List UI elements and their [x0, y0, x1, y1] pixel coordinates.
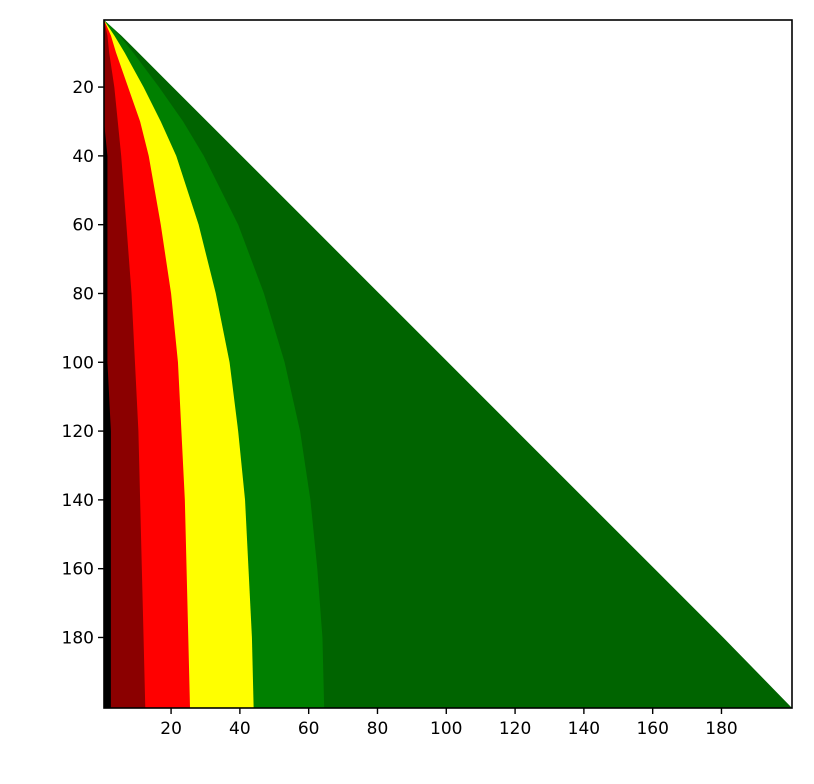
- y-tick-label: 180: [62, 628, 94, 648]
- y-tick-label: 40: [72, 147, 94, 167]
- y-tick-label: 120: [62, 422, 94, 442]
- y-tick-label: 60: [72, 216, 94, 236]
- x-tick-label: 140: [568, 719, 600, 739]
- x-tick-label: 180: [705, 719, 737, 739]
- x-tick-label: 40: [229, 719, 251, 739]
- x-tick-label: 100: [430, 719, 462, 739]
- x-tick-label: 160: [636, 719, 668, 739]
- x-tick-label: 20: [160, 719, 182, 739]
- plot-frame: [103, 19, 793, 709]
- y-tick-label: 80: [72, 284, 94, 304]
- band-area: [104, 20, 111, 708]
- y-tick-label: 100: [62, 353, 94, 373]
- y-tick-label: 160: [62, 560, 94, 580]
- x-tick-label: 60: [298, 719, 320, 739]
- y-tick-label: 140: [62, 491, 94, 511]
- y-tick-label: 20: [72, 78, 94, 98]
- band-area: [104, 20, 146, 708]
- x-tick-label: 80: [367, 719, 389, 739]
- x-tick-label: 120: [499, 719, 531, 739]
